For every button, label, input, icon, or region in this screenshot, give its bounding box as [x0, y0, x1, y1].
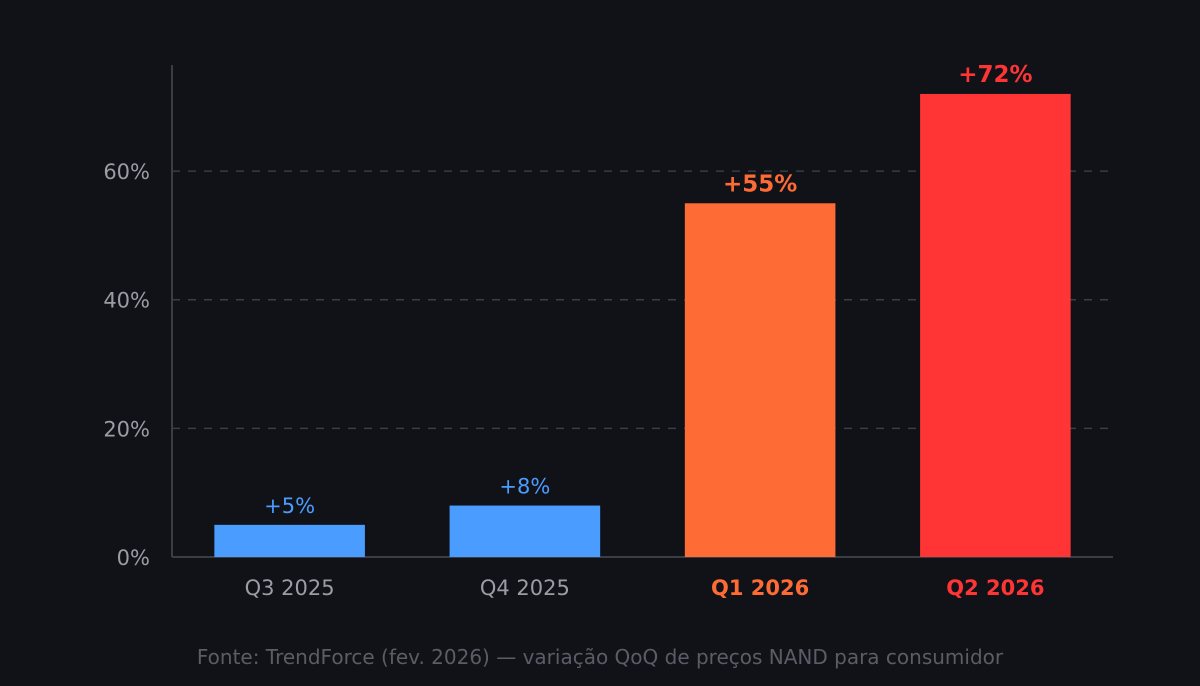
bar-value-label: +8%	[499, 475, 550, 499]
y-tick-label: 0%	[117, 546, 150, 570]
y-tick-label: 20%	[103, 417, 150, 441]
bars	[214, 93, 1071, 558]
x-tick-label: Q3 2025	[245, 576, 335, 600]
bar-value-label: +55%	[723, 171, 797, 197]
bar-value-label: +5%	[264, 494, 315, 518]
x-tick-label: Q1 2026	[711, 576, 809, 600]
bar-value-label: +72%	[958, 62, 1032, 88]
bar-q2-2026	[920, 93, 1071, 558]
gridlines	[172, 170, 1108, 430]
source-note: Fonte: TrendForce (fev. 2026) — variação…	[196, 645, 1004, 669]
y-tick-label: 60%	[103, 160, 150, 184]
bar-q3-2025	[214, 524, 365, 557]
bar-q1-2026	[684, 203, 836, 557]
labels: 0% 20% 40% 60% +5% Q3 2025 +8% Q4 2025 +55% Q1 20…	[103, 62, 1044, 600]
bar-q4-2025	[449, 505, 601, 557]
x-tick-label: Q4 2025	[480, 576, 570, 600]
y-tick-label: 40%	[103, 289, 150, 313]
x-tick-label: Q2 2026	[946, 576, 1044, 600]
